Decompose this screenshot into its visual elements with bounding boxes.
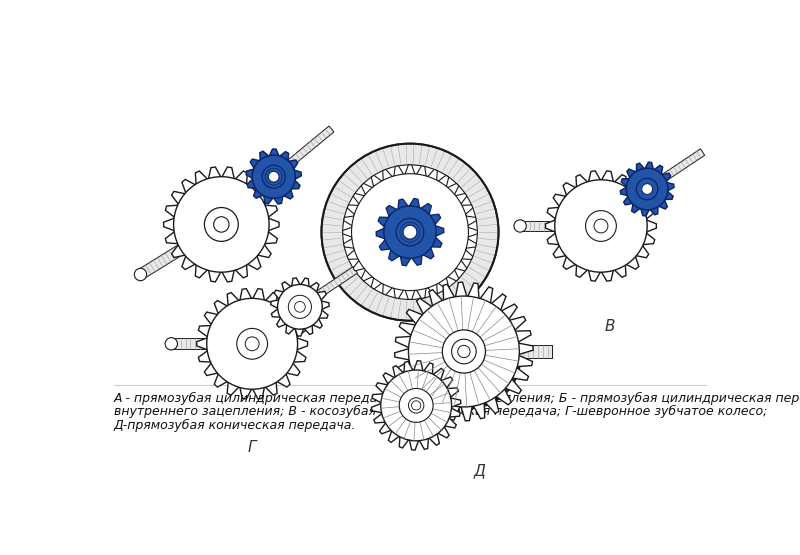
Polygon shape xyxy=(281,126,334,172)
Circle shape xyxy=(206,299,298,389)
Circle shape xyxy=(586,210,616,241)
Circle shape xyxy=(237,329,267,359)
Circle shape xyxy=(636,178,658,200)
Circle shape xyxy=(409,296,519,407)
Circle shape xyxy=(458,345,470,357)
Circle shape xyxy=(554,180,647,272)
Circle shape xyxy=(409,398,424,413)
Polygon shape xyxy=(376,199,444,266)
Circle shape xyxy=(342,165,478,300)
Circle shape xyxy=(205,208,238,241)
Polygon shape xyxy=(654,149,705,186)
Polygon shape xyxy=(371,361,461,450)
Text: Д: Д xyxy=(474,463,486,478)
Circle shape xyxy=(165,337,178,350)
Polygon shape xyxy=(197,289,307,399)
Circle shape xyxy=(351,174,469,291)
Text: внутреннего зацепления; В - косозубая цилиндрическая передача; Г-шевронное зубча: внутреннего зацепления; В - косозубая ци… xyxy=(114,405,767,418)
Text: Г: Г xyxy=(248,440,256,455)
Polygon shape xyxy=(546,171,656,281)
Polygon shape xyxy=(246,149,302,204)
Polygon shape xyxy=(171,339,243,349)
Circle shape xyxy=(268,171,279,182)
Circle shape xyxy=(411,401,421,410)
Circle shape xyxy=(399,388,433,422)
Polygon shape xyxy=(520,220,592,231)
Text: А: А xyxy=(220,321,230,336)
Circle shape xyxy=(514,220,526,232)
Text: Д-прямозубая коническая передача.: Д-прямозубая коническая передача. xyxy=(114,418,356,432)
Polygon shape xyxy=(342,165,478,300)
Circle shape xyxy=(420,308,520,407)
Circle shape xyxy=(246,337,259,351)
Circle shape xyxy=(214,217,229,232)
Circle shape xyxy=(174,176,269,272)
Circle shape xyxy=(594,219,608,233)
Circle shape xyxy=(288,295,311,319)
Circle shape xyxy=(396,218,424,246)
Circle shape xyxy=(381,370,451,441)
Polygon shape xyxy=(138,224,218,279)
Circle shape xyxy=(390,370,452,432)
Circle shape xyxy=(252,155,295,198)
Text: В: В xyxy=(605,319,615,334)
Text: А - прямозубая цилиндрическая передача наружного зацепления; Б - прямозубая цили: А - прямозубая цилиндрическая передача н… xyxy=(114,392,800,405)
Circle shape xyxy=(322,144,498,321)
Polygon shape xyxy=(474,345,553,357)
Polygon shape xyxy=(270,278,329,336)
Polygon shape xyxy=(620,162,674,216)
Circle shape xyxy=(403,225,417,239)
Circle shape xyxy=(442,330,486,373)
Circle shape xyxy=(451,339,476,364)
Circle shape xyxy=(262,165,286,188)
Polygon shape xyxy=(394,282,533,421)
Circle shape xyxy=(278,285,322,329)
Circle shape xyxy=(642,184,653,194)
Circle shape xyxy=(294,301,306,312)
Text: Б: Б xyxy=(405,362,415,377)
Polygon shape xyxy=(164,167,279,282)
Polygon shape xyxy=(307,266,358,304)
Circle shape xyxy=(626,168,668,210)
Circle shape xyxy=(384,206,436,258)
Circle shape xyxy=(134,268,146,281)
